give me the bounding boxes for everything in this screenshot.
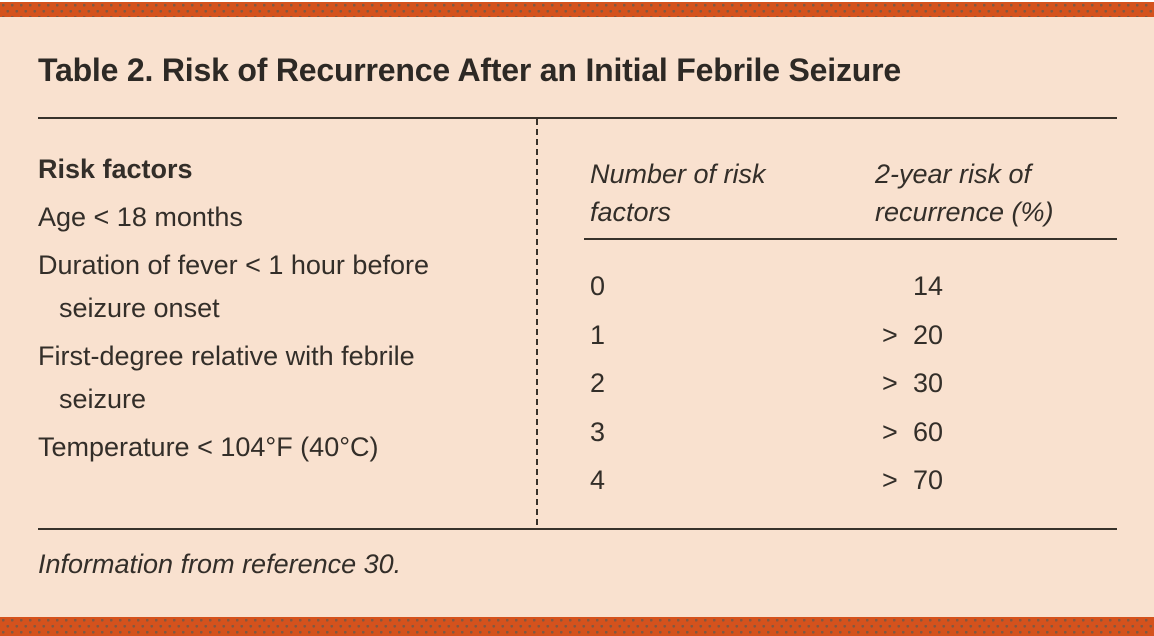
row-number: 14 [913,271,944,301]
column-header-number-of-risk-factors: Number of risk factors [590,155,766,231]
row-risk-value: >30 [882,359,943,408]
bottom-accent-bar [0,617,1154,636]
row-operator: > [882,319,898,350]
row-operator: > [882,416,898,447]
recurrence-row: 2 >30 [590,359,1117,408]
recurrence-rows: 0 14 1 >20 2 >30 3 >60 4 >70 [590,262,1117,505]
risk-factor-item: Duration of fever < 1 hour before seizur… [38,244,516,330]
recurrence-row: 1 >20 [590,311,1117,360]
row-factor-count: 1 [590,319,606,350]
row-factor-count: 4 [590,465,606,495]
column-header-line: factors [590,197,672,227]
risk-factor-text-wrap: seizure [59,384,147,414]
column-header-2-year-risk: 2-year risk of recurrence (%) [875,155,1054,231]
row-risk-value: 14 [882,262,943,311]
row-factor-count: 3 [590,416,606,447]
risk-factor-text: Duration of fever < 1 hour before [38,250,429,280]
risk-factor-text: First-degree relative with febrile [38,341,415,371]
row-number: 30 [913,368,944,398]
row-factor-count: 2 [590,368,606,398]
risk-factor-text: Age < 18 months [38,202,243,232]
recurrence-row: 3 >60 [590,408,1117,457]
recurrence-row: 4 >70 [590,456,1117,505]
column-header-line: Number of risk [590,159,766,189]
row-operator: > [882,465,898,495]
row-number: 20 [913,319,944,350]
header-rule [584,238,1117,240]
bottom-rule [38,528,1117,530]
footnote: Information from reference 30. [38,549,402,579]
row-risk-value: >70 [882,456,943,505]
row-factor-count: 0 [590,271,606,301]
risk-factor-item: Temperature < 104°F (40°C) [38,426,516,469]
table-title: Table 2. Risk of Recurrence After an Ini… [38,52,901,88]
row-number: 60 [913,416,944,447]
risk-factor-text-wrap: seizure onset [59,293,220,323]
recurrence-row: 0 14 [590,262,1117,311]
row-risk-value: >60 [882,408,943,457]
row-risk-value: >20 [882,311,943,360]
risk-factor-item: Age < 18 months [38,196,516,239]
row-number: 70 [913,465,944,495]
risk-factors-heading: Risk factors [38,154,193,184]
risk-factors-column: Risk factors Age < 18 months Duration of… [38,148,516,474]
risk-factor-item: First-degree relative with febrile seizu… [38,335,516,421]
row-operator: > [882,368,898,398]
risk-factor-text: Temperature < 104°F (40°C) [38,432,379,462]
column-header-line: 2-year risk of [875,159,1032,189]
column-header-line: recurrence (%) [875,197,1054,227]
top-accent-bar [0,2,1154,17]
column-divider-dashed-line [536,119,538,528]
top-rule [38,117,1117,119]
